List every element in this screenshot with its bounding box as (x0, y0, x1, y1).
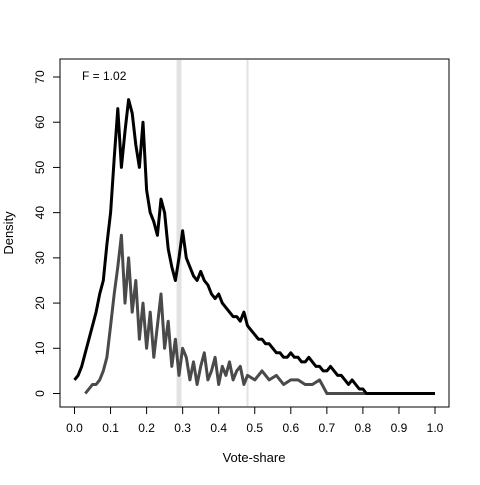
x-tick-label: 1.0 (427, 421, 444, 435)
y-tick-label: 30 (33, 251, 47, 265)
x-tick-label: 0.5 (246, 421, 263, 435)
series-layer (73, 98, 435, 395)
series-line-2 (84, 233, 435, 395)
y-axis: 0 10 20 30 40 50 60 70 (33, 70, 61, 397)
f-annotation: F = 1.02 (82, 69, 127, 83)
y-tick-label: 10 (33, 341, 47, 355)
x-tick-label: 0.2 (138, 421, 155, 435)
y-axis-label: Density (1, 211, 16, 255)
series-line-1 (73, 98, 435, 395)
reference-lines (176, 60, 249, 406)
y-tick-label: 50 (33, 160, 47, 174)
x-tick-label: 0.9 (391, 421, 408, 435)
y-tick-label: 40 (33, 206, 47, 220)
x-tick-label: 0.1 (102, 421, 119, 435)
y-tick-label: 20 (33, 296, 47, 310)
y-tick-label: 0 (33, 390, 47, 397)
x-tick-label: 0.0 (66, 421, 83, 435)
x-tick-label: 0.8 (355, 421, 372, 435)
x-tick-label: 0.6 (282, 421, 299, 435)
x-tick-label: 0.3 (174, 421, 191, 435)
x-tick-label: 0.7 (319, 421, 336, 435)
x-axis-label: Vote-share (223, 450, 286, 465)
x-axis: 0.0 0.1 0.2 0.3 0.4 0.5 0.6 0.7 0.8 0.9 1.0 (66, 406, 444, 435)
x-tick-label: 0.4 (210, 421, 227, 435)
y-tick-label: 70 (33, 70, 47, 84)
y-tick-label: 60 (33, 115, 47, 129)
